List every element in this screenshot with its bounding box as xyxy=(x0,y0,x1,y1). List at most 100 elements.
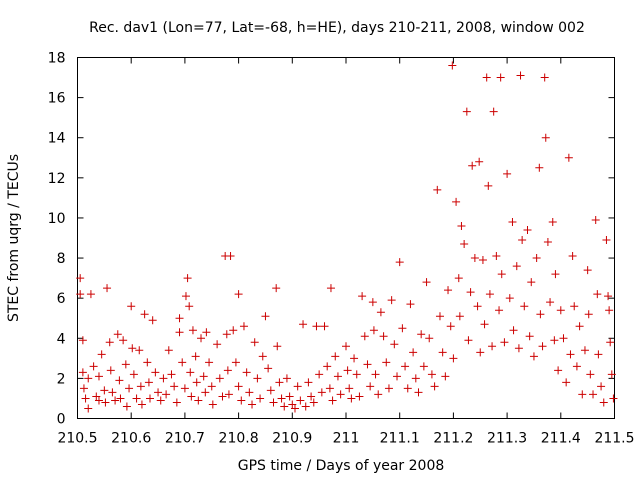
chart-title: Rec. dav1 (Lon=77, Lat=-68, h=HE), days … xyxy=(89,20,585,36)
data-point xyxy=(79,384,88,393)
data-point xyxy=(277,394,286,403)
data-point xyxy=(485,290,494,299)
data-point xyxy=(164,346,173,355)
data-point xyxy=(554,366,563,375)
data-point xyxy=(441,372,450,381)
data-point xyxy=(234,290,243,299)
data-point xyxy=(248,400,257,409)
data-point xyxy=(379,332,388,341)
data-point xyxy=(347,394,356,403)
data-point xyxy=(570,302,579,311)
data-point xyxy=(401,362,410,371)
data-point xyxy=(111,396,120,405)
data-point xyxy=(323,362,332,371)
data-point xyxy=(572,362,581,371)
data-point xyxy=(419,362,428,371)
data-point xyxy=(187,392,196,401)
x-tick-label: 210.8 xyxy=(219,431,259,447)
data-point xyxy=(525,332,534,341)
x-axis-label: GPS time / Days of year 2008 xyxy=(238,458,445,474)
data-point xyxy=(514,344,523,353)
data-point xyxy=(551,270,560,279)
data-point xyxy=(384,384,393,393)
data-point xyxy=(604,292,613,301)
y-axis-label: STEC from uqrg / TECUs xyxy=(6,154,22,322)
data-point xyxy=(175,328,184,337)
y-tick-label: 0 xyxy=(57,412,66,428)
data-point xyxy=(548,217,557,226)
y-tick-label: 18 xyxy=(48,51,66,67)
data-point xyxy=(360,332,369,341)
data-point xyxy=(468,161,477,170)
data-point xyxy=(343,366,352,375)
data-point xyxy=(78,336,87,345)
data-point xyxy=(455,312,464,321)
y-tick-label: 8 xyxy=(57,251,66,267)
data-point xyxy=(135,346,144,355)
data-point xyxy=(363,360,372,369)
data-point xyxy=(452,197,461,206)
data-point xyxy=(106,366,115,375)
data-point xyxy=(143,358,152,367)
data-point xyxy=(218,392,227,401)
data-points xyxy=(76,61,618,413)
data-point xyxy=(446,322,455,331)
data-point xyxy=(299,320,308,329)
data-point xyxy=(495,306,504,315)
x-tick-label: 211.1 xyxy=(380,431,420,447)
data-point xyxy=(594,350,603,359)
data-point xyxy=(512,262,521,271)
data-point xyxy=(86,290,95,299)
data-point xyxy=(433,185,442,194)
data-point xyxy=(516,71,525,80)
data-point xyxy=(128,344,137,353)
data-point xyxy=(333,372,342,381)
data-point xyxy=(331,352,340,361)
data-point xyxy=(535,163,544,172)
data-point xyxy=(454,274,463,283)
data-point xyxy=(245,388,254,397)
data-point xyxy=(205,358,214,367)
data-point xyxy=(382,358,391,367)
data-point xyxy=(207,382,216,391)
data-point xyxy=(293,382,302,391)
data-point xyxy=(520,302,529,311)
data-point xyxy=(181,292,190,301)
data-point xyxy=(89,362,98,371)
data-point xyxy=(497,270,506,279)
data-point xyxy=(409,348,418,357)
data-point xyxy=(505,294,514,303)
data-point xyxy=(288,400,297,409)
data-point xyxy=(229,326,238,335)
y-tick-label: 10 xyxy=(48,211,66,227)
data-point xyxy=(156,396,165,405)
data-point xyxy=(414,388,423,397)
data-point xyxy=(438,348,447,357)
data-point xyxy=(84,374,93,383)
data-point xyxy=(609,394,618,403)
data-point xyxy=(500,338,509,347)
data-point xyxy=(154,388,163,397)
data-point xyxy=(231,358,240,367)
data-point xyxy=(425,334,434,343)
data-point xyxy=(234,382,243,391)
data-point xyxy=(541,133,550,142)
data-point xyxy=(480,320,489,329)
data-point xyxy=(352,370,361,379)
data-point xyxy=(261,312,270,321)
data-point xyxy=(113,330,122,339)
data-point xyxy=(597,382,606,391)
data-point xyxy=(556,306,565,315)
data-point xyxy=(108,388,117,397)
data-point xyxy=(427,370,436,379)
data-point xyxy=(457,221,466,230)
data-point xyxy=(599,398,608,407)
data-point xyxy=(562,378,571,387)
data-point xyxy=(464,336,473,345)
data-point xyxy=(222,330,231,339)
data-point xyxy=(605,306,614,315)
data-point xyxy=(296,396,305,405)
data-point xyxy=(202,328,211,337)
data-point xyxy=(460,240,469,249)
